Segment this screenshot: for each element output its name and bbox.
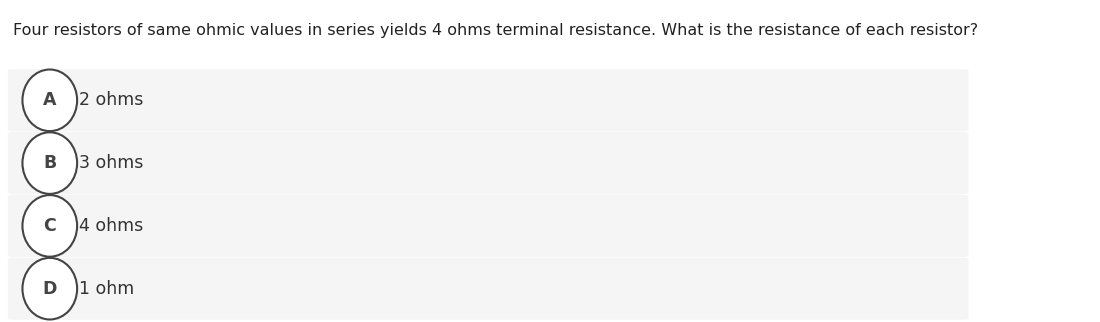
FancyBboxPatch shape: [8, 195, 968, 257]
Text: C: C: [43, 217, 56, 235]
Text: D: D: [43, 280, 57, 298]
FancyBboxPatch shape: [8, 132, 968, 194]
Text: 4 ohms: 4 ohms: [79, 217, 143, 235]
Text: 1 ohm: 1 ohm: [79, 280, 134, 298]
Text: 2 ohms: 2 ohms: [79, 91, 143, 109]
Ellipse shape: [22, 70, 77, 131]
FancyBboxPatch shape: [8, 69, 968, 131]
Ellipse shape: [22, 132, 77, 194]
FancyBboxPatch shape: [8, 258, 968, 320]
Text: Four resistors of same ohmic values in series yields 4 ohms terminal resistance.: Four resistors of same ohmic values in s…: [13, 23, 978, 38]
Text: B: B: [43, 154, 56, 172]
Text: 3 ohms: 3 ohms: [79, 154, 143, 172]
Ellipse shape: [22, 195, 77, 257]
Ellipse shape: [22, 258, 77, 319]
Text: A: A: [43, 91, 56, 109]
